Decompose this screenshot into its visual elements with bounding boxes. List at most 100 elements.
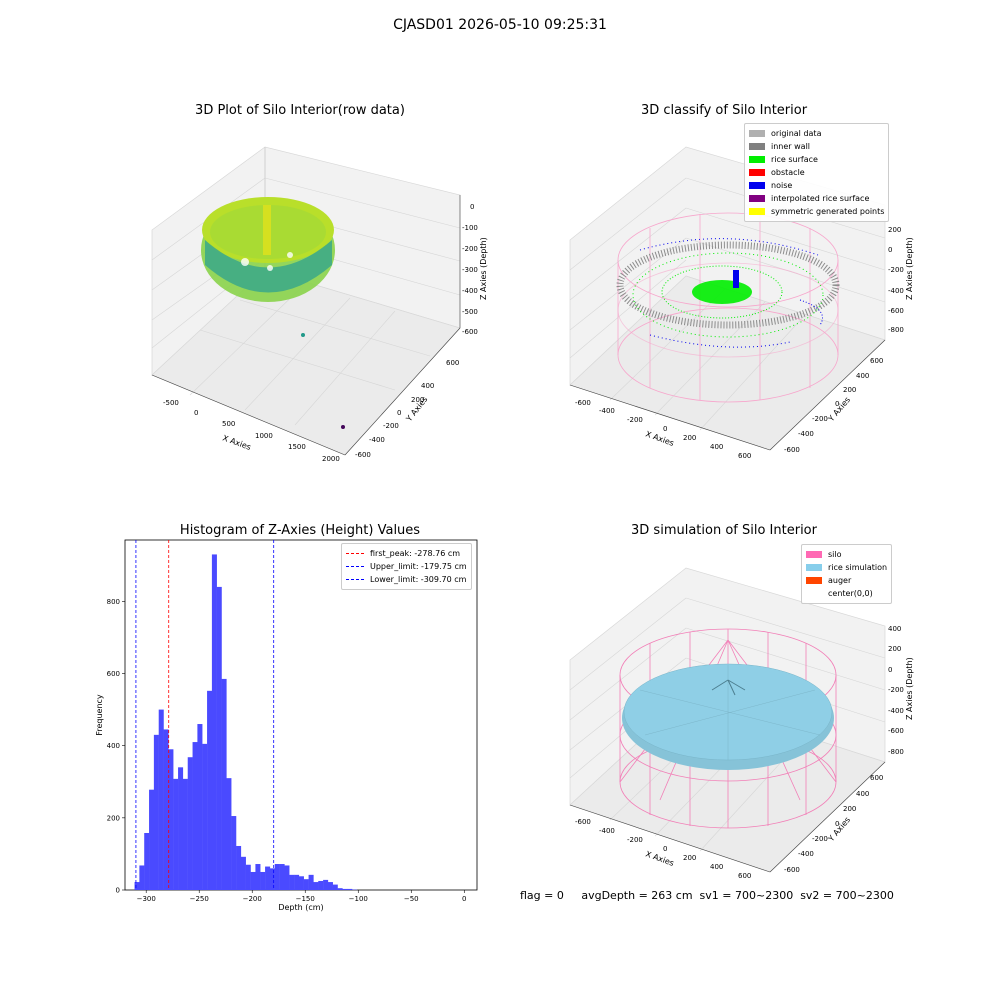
histogram-bar <box>153 734 159 890</box>
histogram-bar <box>289 874 295 890</box>
simulation-legend-item: center(0,0) <box>806 587 887 600</box>
classify-legend-swatch <box>749 182 765 189</box>
histogram-bar <box>318 880 324 890</box>
histogram-bar <box>216 586 222 890</box>
simulation-ztick: 400 <box>888 625 901 633</box>
classify-zlabel: Z Axies (Depth) <box>905 237 914 300</box>
histogram-xlabel: Depth (cm) <box>278 903 323 912</box>
classify-legend-label: rice surface <box>771 155 818 164</box>
histogram-ylabel: Frequency <box>95 694 104 736</box>
histogram-bar <box>221 678 227 890</box>
classify-legend-item: original data <box>749 127 884 140</box>
simulation-legend-label: rice simulation <box>828 563 888 572</box>
simulation-ztick: -200 <box>888 686 904 694</box>
histogram-legend-line <box>346 553 364 554</box>
histogram-legend-label: Upper_limit: -179.75 cm <box>370 562 467 571</box>
histogram-xtick-label: −200 <box>243 895 262 903</box>
simulation-xtick: 400 <box>710 863 723 871</box>
classify-legend-item: interpolated rice surface <box>749 192 884 205</box>
simulation-legend-label: silo <box>828 550 842 559</box>
classify-ytick: 0 <box>835 400 839 408</box>
raw-ytick: 600 <box>446 359 459 367</box>
histogram-legend-label: first_peak: -278.76 cm <box>370 549 461 558</box>
classify-legend-swatch <box>749 169 765 176</box>
histogram-bar <box>168 749 174 890</box>
simulation-ytick: 600 <box>870 774 883 782</box>
raw-ztick: -200 <box>462 245 478 253</box>
histogram-bar <box>139 865 145 890</box>
simulation-3d-axes: -600 -400 -200 0 200 400 600 600 400 200… <box>569 567 914 880</box>
classify-legend-label: original data <box>771 129 822 138</box>
simulation-ztick: 0 <box>888 666 892 674</box>
histogram-xtick-label: −100 <box>349 895 368 903</box>
histogram-bar <box>265 866 271 890</box>
simulation-legend: silo rice simulation auger center(0,0) <box>801 544 893 604</box>
simulation-legend-item: silo <box>806 548 887 561</box>
classify-legend-item: rice surface <box>749 153 884 166</box>
histogram-bar <box>173 778 179 890</box>
simulation-xtick: 600 <box>738 872 751 880</box>
raw-xtick: 1000 <box>255 432 273 440</box>
histogram-bar <box>197 724 203 890</box>
simulation-legend-label: auger <box>828 576 852 585</box>
classify-xtick: 600 <box>738 452 751 460</box>
raw-ytick: -600 <box>355 451 371 459</box>
raw-zlabel: Z Axies (Depth) <box>479 237 488 300</box>
histogram-bar <box>260 871 266 890</box>
histogram-bar <box>144 832 150 890</box>
simulation-ztick: -600 <box>888 727 904 735</box>
classify-legend-swatch <box>749 156 765 163</box>
simulation-ztick: 200 <box>888 645 901 653</box>
simulation-ytick: 0 <box>835 820 839 828</box>
classify-ytick: 400 <box>856 372 869 380</box>
classify-ztick: -800 <box>888 326 904 334</box>
histogram-xtick-label: −50 <box>404 895 419 903</box>
classify-xtick: 400 <box>710 443 723 451</box>
histogram-bar <box>347 888 353 890</box>
classify-legend-item: obstacle <box>749 166 884 179</box>
classify-ztick: -200 <box>888 266 904 274</box>
simulation-ztick: -800 <box>888 748 904 756</box>
histogram-bar <box>308 874 314 890</box>
histogram-bar <box>313 882 319 890</box>
classify-legend-label: noise <box>771 181 793 190</box>
histogram-ytick-label: 800 <box>107 598 120 606</box>
classify-legend-label: inner wall <box>771 142 811 151</box>
classify-legend-swatch <box>749 195 765 202</box>
raw-panel-title: 3D Plot of Silo Interior(row data) <box>195 103 405 118</box>
histogram-bar <box>240 856 246 890</box>
histogram-xtick-label: −150 <box>296 895 315 903</box>
histogram-plot: −300 −250 −200 −150 −100 −50 0 0 200 400 600 800 D… <box>95 539 478 912</box>
histogram-bar <box>163 729 169 890</box>
classify-xtick: 200 <box>683 434 696 442</box>
histogram-ytick-label: 400 <box>107 742 120 750</box>
histogram-bar <box>298 876 304 890</box>
histogram-legend: first_peak: -278.76 cm Upper_limit: -179.… <box>341 543 472 590</box>
raw-ztick: -600 <box>462 328 478 336</box>
simulation-xlabel: X Axies <box>644 849 675 868</box>
simulation-zlabel: Z Axies (Depth) <box>905 657 914 720</box>
simulation-ytick: 400 <box>856 790 869 798</box>
raw-ztick: -400 <box>462 287 478 295</box>
raw-xtick: 1500 <box>288 443 306 451</box>
simulation-ytick: -600 <box>784 866 800 874</box>
classify-ytick: -400 <box>798 430 814 438</box>
raw-ztick: -100 <box>462 224 478 232</box>
raw-xtick: 2000 <box>322 455 340 463</box>
classify-legend-swatch <box>749 130 765 137</box>
simulation-legend-swatch <box>806 551 822 558</box>
simulation-legend-item: auger <box>806 574 887 587</box>
classify-ztick: 200 <box>888 226 901 234</box>
simulation-xtick: -200 <box>627 836 643 844</box>
classify-xtick: -200 <box>627 416 643 424</box>
histogram-legend-label: Lower_limit: -309.70 cm <box>370 575 467 584</box>
histogram-bar <box>202 743 208 890</box>
classify-ytick: 600 <box>870 357 883 365</box>
figure-title: CJASD01 2026-05-10 09:25:31 <box>393 17 607 33</box>
raw-ytick: 0 <box>397 409 401 417</box>
histogram-bar <box>323 879 329 890</box>
simulation-legend-swatch <box>806 577 822 584</box>
classify-legend-label: symmetric generated points <box>771 207 885 216</box>
histogram-bar <box>236 845 242 890</box>
